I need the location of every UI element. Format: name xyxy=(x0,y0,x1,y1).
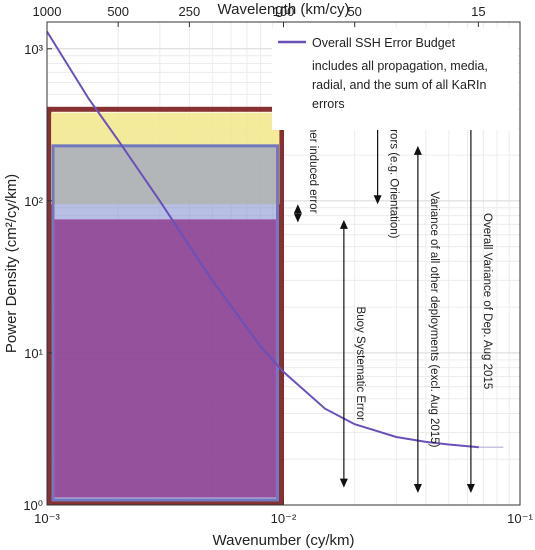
arrow-label-tether: Tether induced error xyxy=(307,111,319,214)
y-tick-label: 10³ xyxy=(24,42,43,57)
axis-ticks: 10⁻³ 10⁻² 10⁻¹ 10⁰ 10¹ 10² 10³ 1000 500 250 100 50 1… xyxy=(23,4,533,526)
y-tick-label: 10⁰ xyxy=(23,498,43,513)
arrow-label-other-deployments: Variance of all other deployments (excl.… xyxy=(428,191,440,447)
y-axis-label: Power Density (cm²/cy/km) xyxy=(3,174,20,353)
legend: Overall SSH Error Budget includes all pr… xyxy=(272,28,518,130)
legend-note-line: errors xyxy=(312,97,345,111)
arrow-head-down-tether xyxy=(293,213,302,223)
arrow-head-down-other-deployments xyxy=(413,483,422,493)
legend-note-line: includes all propagation, media, xyxy=(312,59,488,73)
x-tick-label: 10⁻² xyxy=(271,511,297,526)
box-overall-variance xyxy=(46,106,284,506)
legend-note-line: radial, and the sum of all KaRIn xyxy=(312,78,486,92)
top-tick-label: 250 xyxy=(179,4,201,19)
top-tick-label: 15 xyxy=(471,4,485,19)
arrow-head-up-other-deployments xyxy=(413,145,422,155)
top-tick-label: 500 xyxy=(107,4,129,19)
legend-note: includes all propagation, media, radial, … xyxy=(312,59,488,111)
arrow-head-down-overall-variance xyxy=(466,483,475,493)
box-buoy-systematic xyxy=(54,219,276,498)
x-tick-label: 10⁻³ xyxy=(34,511,60,526)
arrow-label-buoy: Buoy Systematic Error xyxy=(354,307,366,422)
x-tick-label: 10⁻¹ xyxy=(507,511,533,526)
y-tick-label: 10¹ xyxy=(24,346,43,361)
series-line-0 xyxy=(46,30,479,449)
arrow-head-down-other-errors xyxy=(373,195,382,205)
series-lines xyxy=(46,30,504,449)
top-tick-label: 100 xyxy=(273,4,295,19)
error-boxes xyxy=(46,106,284,506)
error-arrows: Other Errors (e.g. Orientation)Tether in… xyxy=(293,86,493,493)
y-tick-label: 10² xyxy=(24,194,43,209)
top-tick-label: 50 xyxy=(347,4,361,19)
top-axis-label: Wavelength (km/cy) xyxy=(218,1,350,18)
arrow-label-overall-variance: Overall Variance of Dep. Aug 2015 xyxy=(481,213,493,389)
x-axis-label: Wavenumber (cy/km) xyxy=(213,532,355,549)
arrow-head-up-tether xyxy=(293,204,302,214)
arrow-head-up-buoy xyxy=(339,219,348,229)
legend-entry: Overall SSH Error Budget xyxy=(312,36,456,50)
top-tick-label: 1000 xyxy=(33,4,62,19)
arrow-head-down-buoy xyxy=(339,478,348,488)
legend-background xyxy=(272,28,518,130)
